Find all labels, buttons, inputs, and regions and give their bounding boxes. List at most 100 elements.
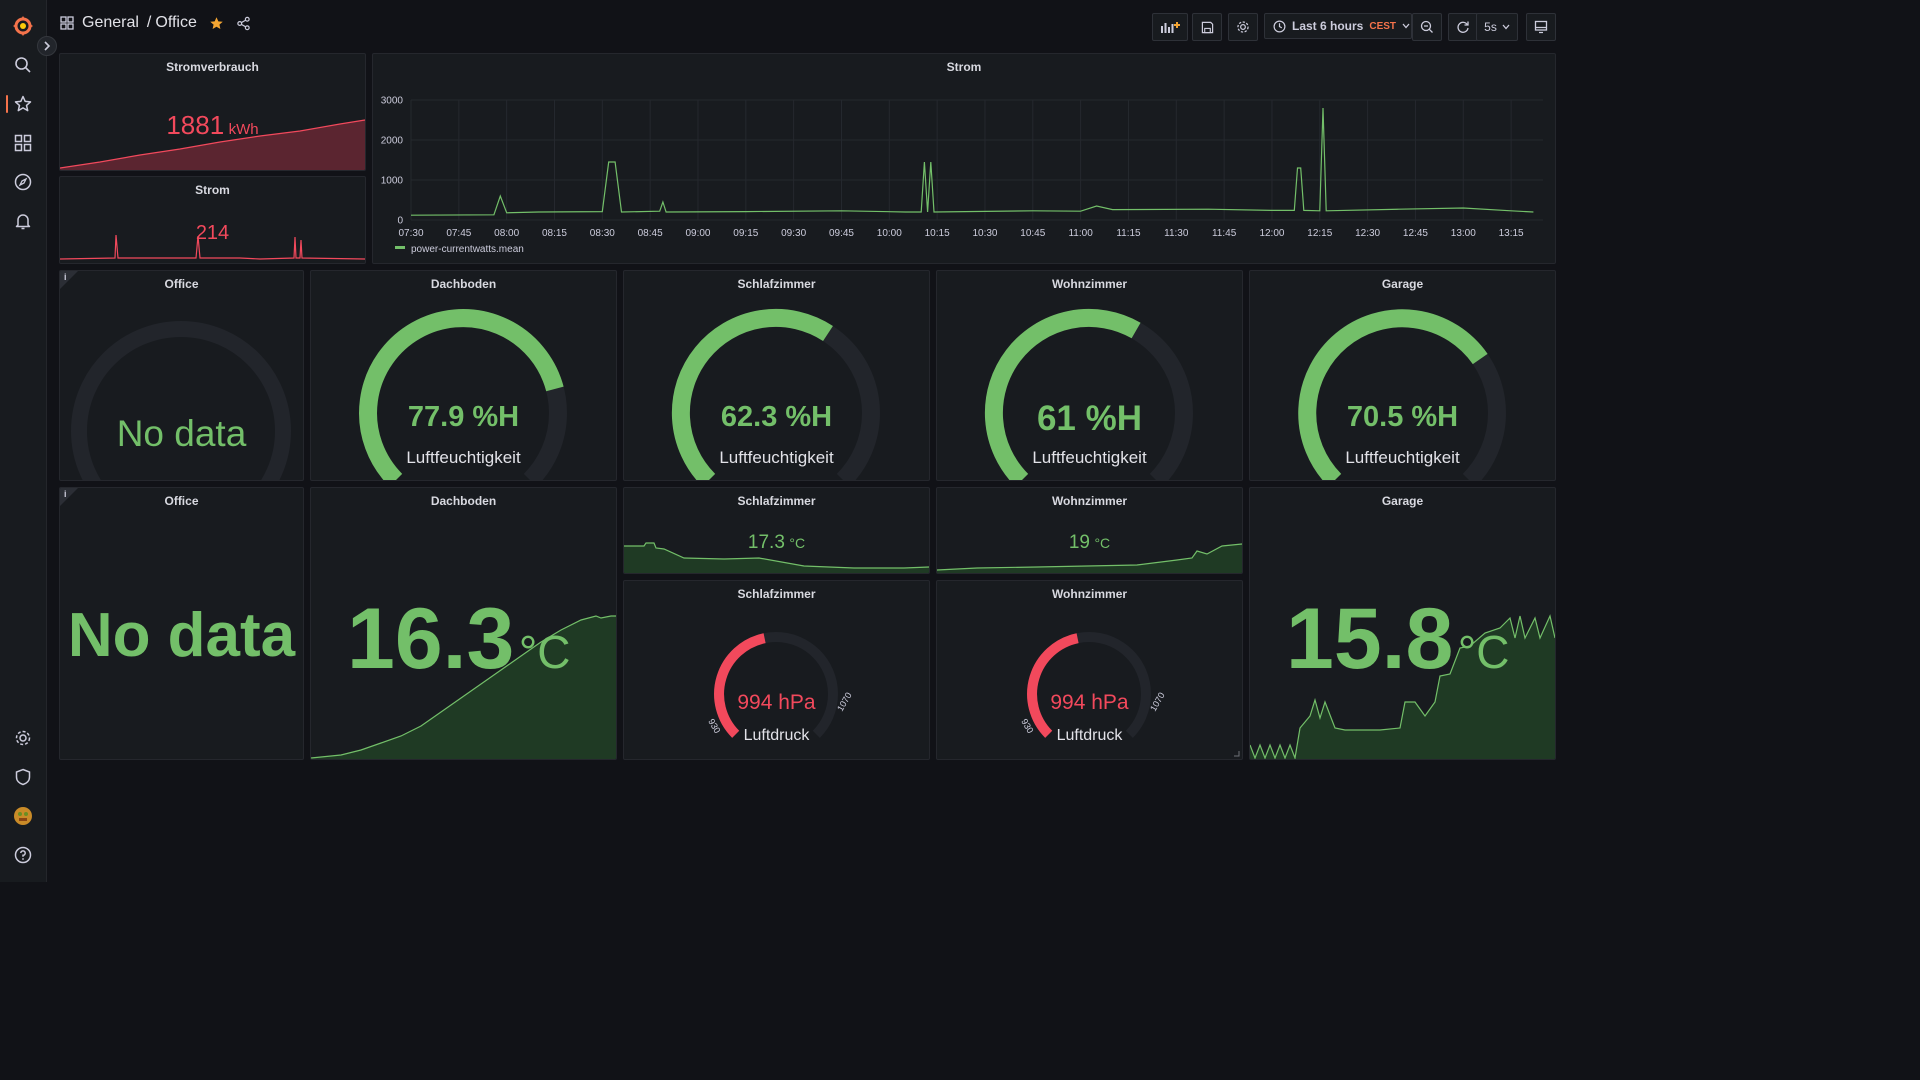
monitor-icon bbox=[1534, 20, 1548, 34]
zoom-out-button[interactable] bbox=[1412, 13, 1442, 41]
panel-humidity-wohnzimmer[interactable]: Wohnzimmer 61 %H Luftfeuchtigkeit bbox=[936, 270, 1243, 481]
panel-humidity-dachboden[interactable]: Dachboden 77.9 %H Luftfeuchtigkeit bbox=[310, 270, 617, 481]
settings-gear-icon bbox=[1237, 21, 1249, 33]
share-icon[interactable] bbox=[236, 16, 251, 31]
stat-value: 1881 kWh bbox=[60, 110, 365, 141]
y-tick-label: 1000 bbox=[381, 176, 404, 187]
x-tick-label: 07:30 bbox=[398, 228, 423, 239]
panel-temperature-wohnzimmer[interactable]: Wohnzimmer 19 °C bbox=[936, 487, 1243, 574]
sparkline bbox=[311, 615, 616, 759]
explore-icon[interactable] bbox=[11, 170, 35, 194]
panel-title: Wohnzimmer bbox=[1051, 277, 1128, 291]
panel-title: Schlafzimmer bbox=[737, 277, 816, 291]
legend-swatch bbox=[395, 246, 405, 249]
panel-temperature-office[interactable]: i Office No data bbox=[59, 487, 304, 760]
dashboard-settings-button[interactable] bbox=[1228, 13, 1258, 41]
panel-title: Strom bbox=[195, 183, 230, 197]
refresh-interval-picker[interactable]: 5s bbox=[1476, 13, 1518, 41]
alerting-bell-icon[interactable] bbox=[11, 209, 35, 233]
resize-handle-icon[interactable] bbox=[1234, 751, 1240, 757]
sparkline bbox=[624, 542, 929, 573]
panel-humidity-garage[interactable]: Garage 70.5 %H Luftfeuchtigkeit bbox=[1249, 270, 1556, 481]
sparkline bbox=[60, 119, 365, 170]
panel-humidity-schlafzimmer[interactable]: Schlafzimmer 62.3 %H Luftfeuchtigkeit bbox=[623, 270, 930, 481]
dashboard-grid-icon bbox=[60, 16, 74, 30]
chevron-right-icon bbox=[44, 41, 51, 51]
info-icon[interactable]: i bbox=[64, 489, 67, 499]
panel-temperature-schlafzimmer[interactable]: Schlafzimmer 17.3 °C bbox=[623, 487, 930, 574]
panel-strom-timeseries[interactable]: Strom 0 1000 2000 3000 07:30 07:45 08:00 08:15 0… bbox=[372, 53, 1556, 264]
x-tick-label: 13:15 bbox=[1499, 228, 1524, 239]
x-tick-label: 09:30 bbox=[781, 228, 806, 239]
x-tick-label: 10:45 bbox=[1020, 228, 1045, 239]
add-panel-icon bbox=[1161, 22, 1180, 33]
stat-value: 214 bbox=[60, 222, 365, 245]
refresh-button[interactable] bbox=[1448, 13, 1478, 41]
server-admin-shield-icon[interactable] bbox=[11, 765, 35, 789]
stat-unit: °C bbox=[1094, 535, 1111, 551]
save-dashboard-button[interactable] bbox=[1192, 13, 1222, 41]
grafana-logo-icon[interactable] bbox=[11, 14, 35, 38]
star-filled-icon[interactable] bbox=[209, 16, 224, 31]
panel-pressure-schlafzimmer[interactable]: Schlafzimmer 930 1070 994 hPa Luftdruck bbox=[623, 580, 930, 760]
panel-temperature-garage[interactable]: Garage 15.8 °C bbox=[1249, 487, 1556, 760]
stat-value: 17.3 °C bbox=[624, 532, 929, 554]
save-icon bbox=[1201, 21, 1213, 33]
gauge-label: Luftdruck bbox=[1056, 727, 1123, 744]
user-avatar[interactable] bbox=[11, 804, 35, 828]
panel-title: Garage bbox=[1381, 494, 1424, 508]
panel-strom-small[interactable]: Strom 214 bbox=[59, 176, 366, 264]
gauge-label: Luftdruck bbox=[743, 727, 810, 744]
stat-value: No data bbox=[67, 601, 296, 670]
time-range-label: Last 6 hours bbox=[1292, 19, 1364, 33]
expand-sidebar-button[interactable] bbox=[37, 36, 57, 56]
dashboard-navbar: General / Office Last 6 hours CEST 5s bbox=[46, 0, 1568, 52]
panel-humidity-office[interactable]: i Office No data bbox=[59, 270, 304, 481]
view-mode-button[interactable] bbox=[1526, 13, 1556, 41]
sparkline bbox=[60, 234, 365, 260]
configuration-gear-icon[interactable] bbox=[11, 726, 35, 750]
stat-number: 17.3 bbox=[747, 532, 785, 553]
breadcrumb-folder[interactable]: General bbox=[82, 14, 139, 31]
search-icon[interactable] bbox=[11, 53, 35, 77]
breadcrumb-separator: / bbox=[146, 14, 152, 31]
stat-number: 15.8 bbox=[1286, 591, 1454, 687]
x-tick-label: 07:45 bbox=[446, 228, 471, 239]
gauge bbox=[359, 309, 567, 480]
panel-title: Wohnzimmer bbox=[1051, 587, 1128, 601]
chevron-down-icon bbox=[1502, 24, 1510, 30]
x-tick-label: 08:15 bbox=[542, 228, 567, 239]
sparkline bbox=[1250, 614, 1555, 759]
refresh-icon bbox=[1457, 21, 1469, 33]
clock-icon bbox=[1273, 20, 1286, 32]
x-tick-label: 11:00 bbox=[1068, 228, 1093, 239]
dashboards-icon[interactable] bbox=[11, 131, 35, 155]
panel-pressure-wohnzimmer[interactable]: Wohnzimmer 930 1070 994 hPa Luftdruck bbox=[936, 580, 1243, 760]
gauge-label: Luftfeuchtigkeit bbox=[1345, 448, 1460, 467]
x-tick-label: 10:15 bbox=[925, 228, 950, 239]
y-tick-label: 0 bbox=[397, 216, 403, 227]
x-tick-label: 10:00 bbox=[877, 228, 902, 239]
gauge-value: 994 hPa bbox=[1050, 691, 1129, 714]
gauge-value: 994 hPa bbox=[737, 691, 816, 714]
time-range-picker[interactable]: Last 6 hours CEST bbox=[1264, 13, 1412, 39]
dashboard-title[interactable]: Office bbox=[155, 14, 197, 31]
x-tick-label: 09:45 bbox=[829, 228, 854, 239]
chevron-down-icon bbox=[1402, 23, 1410, 29]
starred-icon[interactable] bbox=[11, 92, 35, 116]
add-panel-button[interactable] bbox=[1152, 13, 1188, 41]
panel-info-corner[interactable] bbox=[60, 271, 78, 289]
panel-info-corner[interactable] bbox=[60, 488, 78, 506]
stat-number: 19 bbox=[1068, 532, 1090, 553]
x-tick-label: 08:30 bbox=[590, 228, 615, 239]
gauge bbox=[671, 308, 880, 480]
gauge bbox=[1298, 309, 1506, 480]
info-icon[interactable]: i bbox=[64, 272, 67, 282]
panel-temperature-dachboden[interactable]: Dachboden 16.3 °C bbox=[310, 487, 617, 760]
panel-title: Dachboden bbox=[430, 494, 497, 508]
x-tick-label: 10:30 bbox=[972, 228, 997, 239]
help-icon[interactable] bbox=[11, 843, 35, 867]
panel-stromverbrauch[interactable]: Stromverbrauch 1881 kWh bbox=[59, 53, 366, 171]
legend-label: power-currentwatts.mean bbox=[411, 244, 524, 255]
panel-title: Schlafzimmer bbox=[737, 494, 816, 508]
